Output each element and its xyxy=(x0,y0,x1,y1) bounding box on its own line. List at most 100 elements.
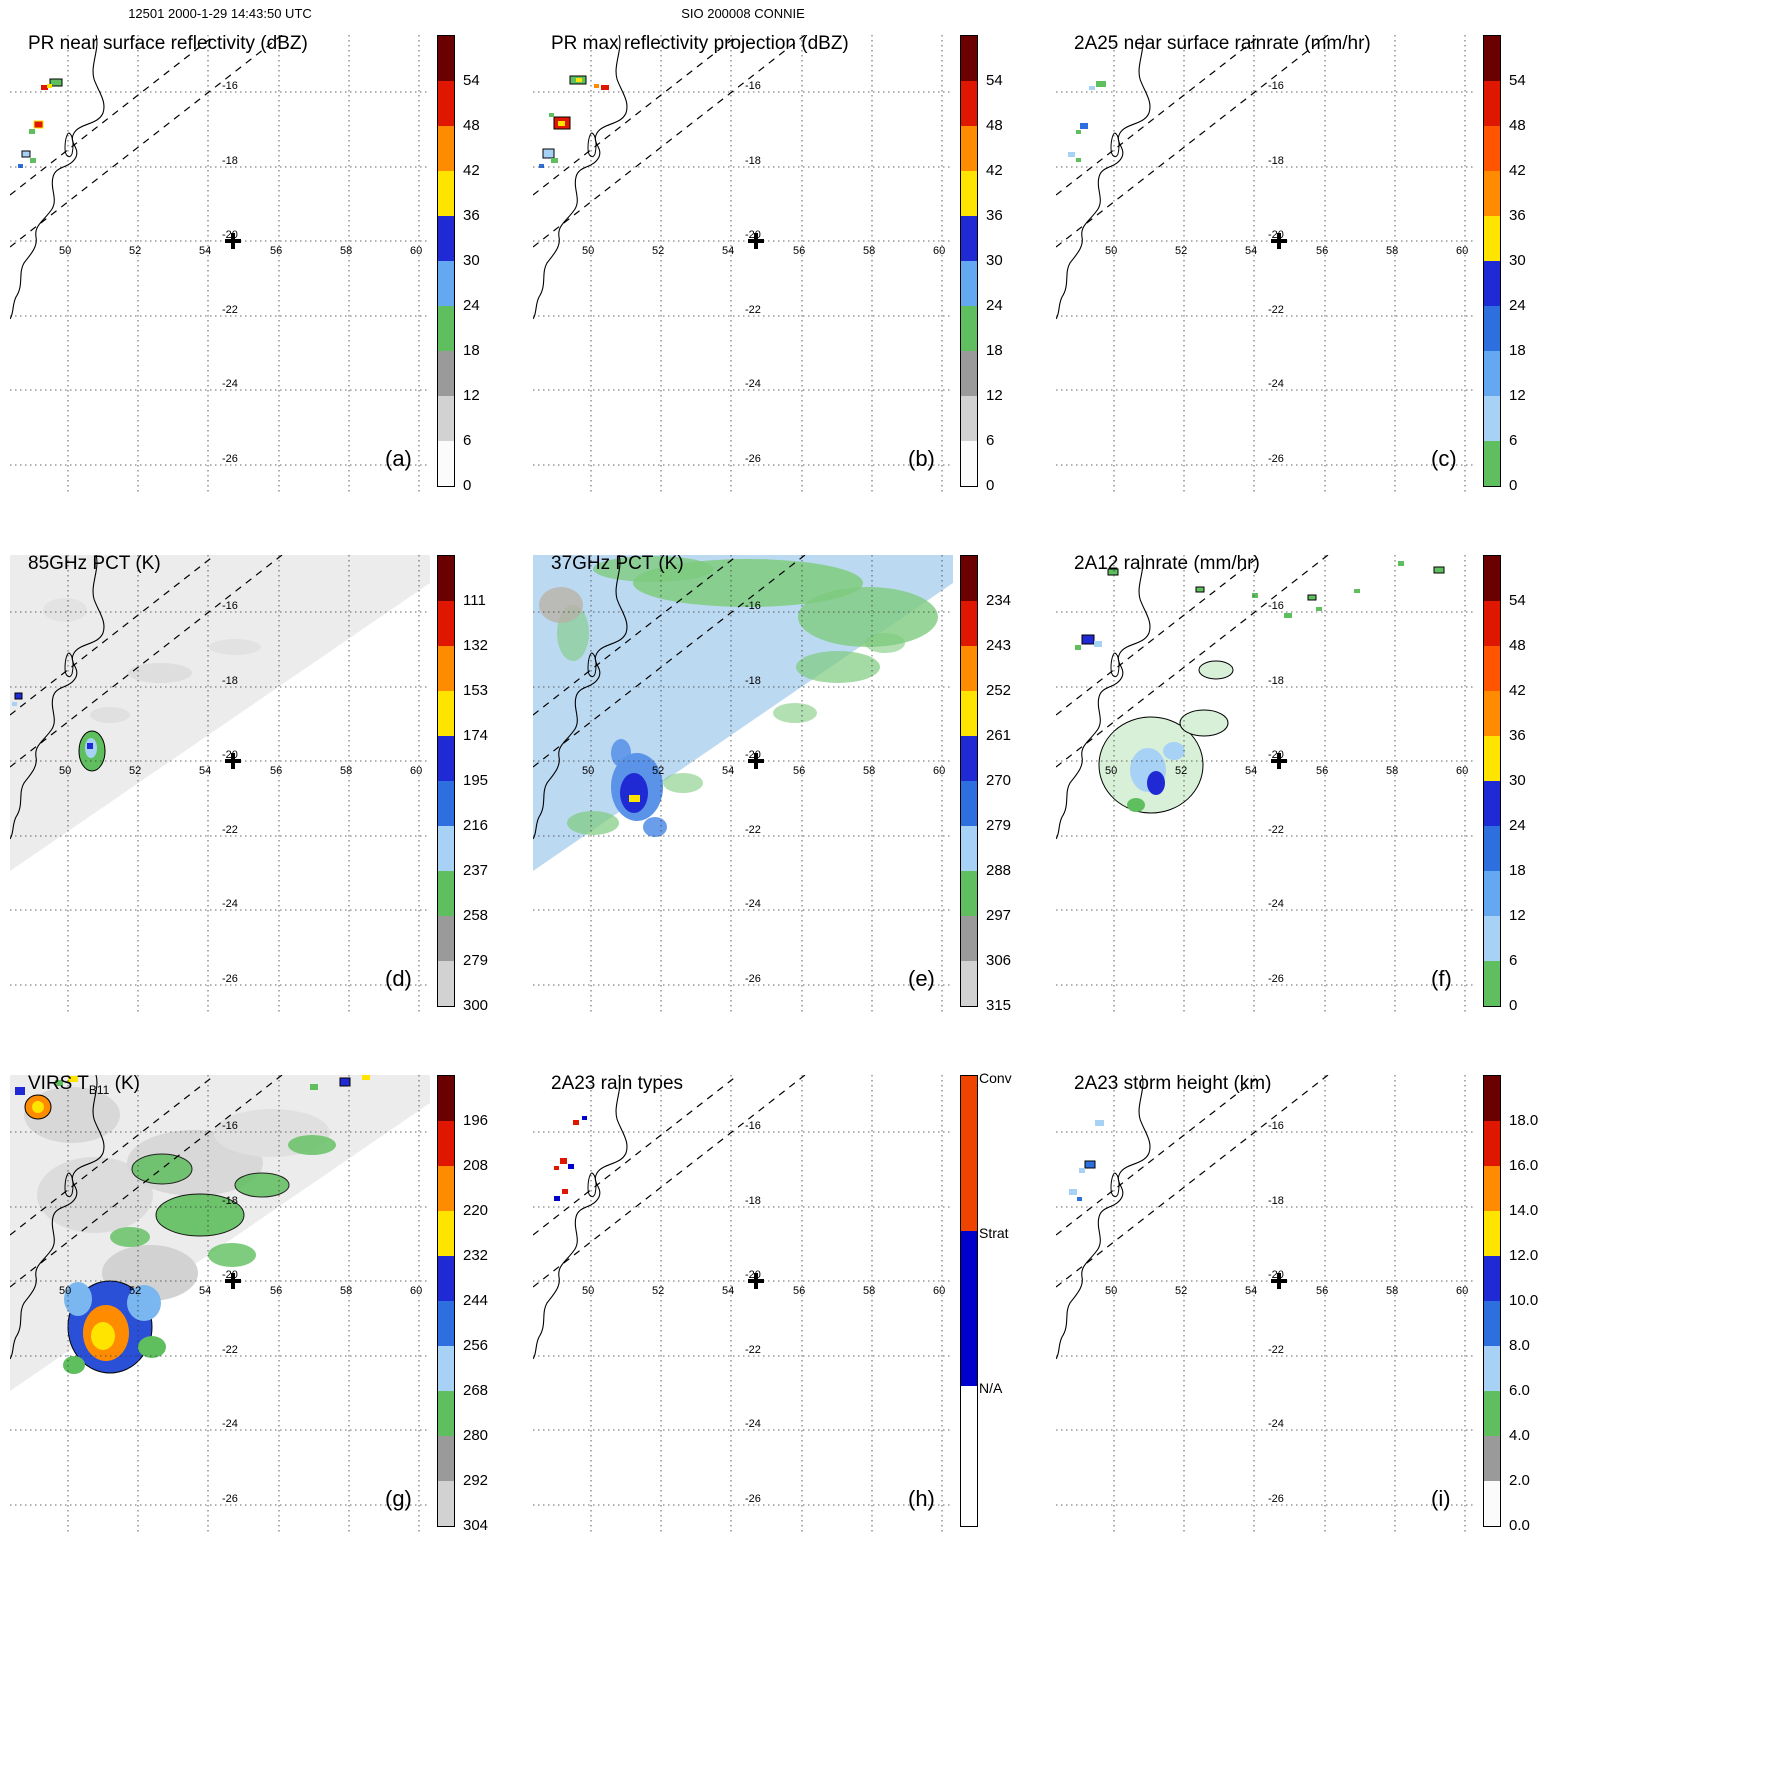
colorbar-tick-label: 292 xyxy=(463,1472,489,1489)
panel-h-letter: (h) xyxy=(908,1486,935,1511)
data-blob xyxy=(573,1120,579,1125)
colorbar-segment xyxy=(438,171,454,216)
lon-tick-label: 56 xyxy=(270,245,282,257)
data-blob xyxy=(549,113,554,117)
colorbar-segment xyxy=(1484,1481,1500,1526)
panel-b-colorbar: 54 48 42 36 30 24 18 12 6 0 xyxy=(960,35,1046,501)
swath-edge-line xyxy=(1055,554,1329,768)
swath-edge-line xyxy=(532,34,739,196)
colorbar-tick-label: 256 xyxy=(463,1337,489,1354)
lon-tick-label: 54 xyxy=(1245,765,1257,777)
colorbar-segment xyxy=(961,916,977,961)
storm-center-cross xyxy=(225,1273,241,1289)
data-blob xyxy=(594,84,599,88)
data-blob xyxy=(128,663,192,683)
colorbar-tick-label: 244 xyxy=(463,1292,489,1309)
lat-tick-label: -26 xyxy=(745,973,761,985)
lon-tick-label: 50 xyxy=(582,1285,594,1297)
swath-edge-line xyxy=(9,1074,283,1288)
colorbar-segment xyxy=(1484,1301,1500,1346)
lat-tick-label: -24 xyxy=(1268,898,1284,910)
colorbar-tick-label: 48 xyxy=(1509,117,1526,134)
lat-tick-label: -16 xyxy=(222,600,238,612)
data-blob xyxy=(568,1164,574,1169)
data-blob xyxy=(29,129,35,134)
colorbar-tick-label: 306 xyxy=(986,952,1012,969)
lon-tick-label: 60 xyxy=(933,245,945,257)
swath-edge-line xyxy=(9,554,283,768)
lat-tick-label: -16 xyxy=(745,600,761,612)
lat-tick-label: -18 xyxy=(222,155,238,167)
panel-a-colorbar: 54 48 42 36 30 24 18 12 6 0 xyxy=(437,35,523,501)
panel-e-map: 50 52 54 56 58 60 -16 -18 -20 -22 -24 -26 xyxy=(532,554,953,1015)
colorbar-tick-label: 6 xyxy=(463,432,472,449)
panel-h-colorbar: Conv Strat N/A xyxy=(960,1070,1046,1541)
colorbar-tick-label: 42 xyxy=(463,162,480,179)
data-blob xyxy=(539,164,544,168)
colorbar-tick-label: 36 xyxy=(986,207,1003,224)
lon-tick-label: 52 xyxy=(1175,1285,1187,1297)
data-blob xyxy=(643,817,667,837)
lat-tick-label: -16 xyxy=(745,80,761,92)
data-blob xyxy=(1077,1197,1082,1201)
data-blob xyxy=(30,158,36,163)
colorbar-scale xyxy=(1483,35,1501,487)
island-outline xyxy=(1110,1172,1120,1198)
panel-b-title: PR max reflectivity projection (dBZ) xyxy=(551,33,849,54)
colorbar-segment xyxy=(1484,961,1500,1006)
data-blob xyxy=(288,1135,336,1155)
data-blob xyxy=(620,773,648,813)
storm-center-cross xyxy=(1271,1273,1287,1289)
data-blob xyxy=(663,773,703,793)
colorbar-segment xyxy=(1484,916,1500,961)
colorbar-tick-label: 42 xyxy=(1509,682,1526,699)
panel-f: 2A12 rainrate (mm/hr) 50 52 54 56 58 60 -16 -18… xyxy=(1046,520,1569,1040)
data-blob xyxy=(1354,589,1360,593)
colorbar-scale xyxy=(960,1075,978,1527)
colorbar-segment xyxy=(1484,36,1500,81)
lat-tick-label: -16 xyxy=(222,80,238,92)
lon-tick-label: 50 xyxy=(582,245,594,257)
colorbar-segment xyxy=(1484,601,1500,646)
data-blob xyxy=(15,1087,25,1095)
colorbar-tick-label: 18 xyxy=(1509,342,1526,359)
colorbar-tick-label: 220 xyxy=(463,1202,489,1219)
island-outline xyxy=(64,132,74,158)
data-blob xyxy=(562,1189,568,1194)
colorbar-segment xyxy=(1484,216,1500,261)
colorbar-segment xyxy=(1484,351,1500,396)
lon-tick-label: 56 xyxy=(793,765,805,777)
lon-tick-label: 52 xyxy=(1175,245,1187,257)
data-blob xyxy=(33,120,44,129)
colorbar-tick-label: 24 xyxy=(463,297,480,314)
colorbar-tick-label: 132 xyxy=(463,637,489,654)
data-blob xyxy=(155,1193,245,1237)
data-blob xyxy=(1198,660,1234,680)
data-blob xyxy=(49,78,63,87)
panel-c-colorbar: 54 48 42 36 30 24 18 12 6 0 xyxy=(1483,35,1569,501)
lat-tick-label: -24 xyxy=(222,898,238,910)
colorbar-tick-label: 30 xyxy=(463,252,480,269)
coastline-path xyxy=(532,34,628,320)
lon-tick-label: 54 xyxy=(722,1285,734,1297)
lon-tick-label: 52 xyxy=(652,765,664,777)
colorbar-segment xyxy=(438,871,454,916)
lat-tick-label: -26 xyxy=(222,1493,238,1505)
colorbar-segment xyxy=(1484,1076,1500,1121)
colorbar-segment xyxy=(961,306,977,351)
colorbar-tick-label: 196 xyxy=(463,1112,489,1129)
colorbar-category-label: Strat xyxy=(979,1225,1009,1241)
lat-tick-label: -26 xyxy=(1268,453,1284,465)
colorbar-segment xyxy=(1484,691,1500,736)
lat-tick-label: -22 xyxy=(745,1344,761,1356)
colorbar-tick-label: 36 xyxy=(1509,727,1526,744)
lon-tick-label: 56 xyxy=(270,1285,282,1297)
colorbar-category-label: Conv xyxy=(979,1070,1012,1086)
colorbar-segment xyxy=(438,81,454,126)
storm-center-cross xyxy=(225,233,241,249)
swath-edge-line xyxy=(1055,34,1262,196)
data-blob xyxy=(1076,158,1081,162)
colorbar-tick-label: 36 xyxy=(463,207,480,224)
map-canvas-c: 50 52 54 56 58 60-16-18-20-22-24-26 xyxy=(1055,34,1476,495)
colorbar-segment xyxy=(1484,1121,1500,1166)
